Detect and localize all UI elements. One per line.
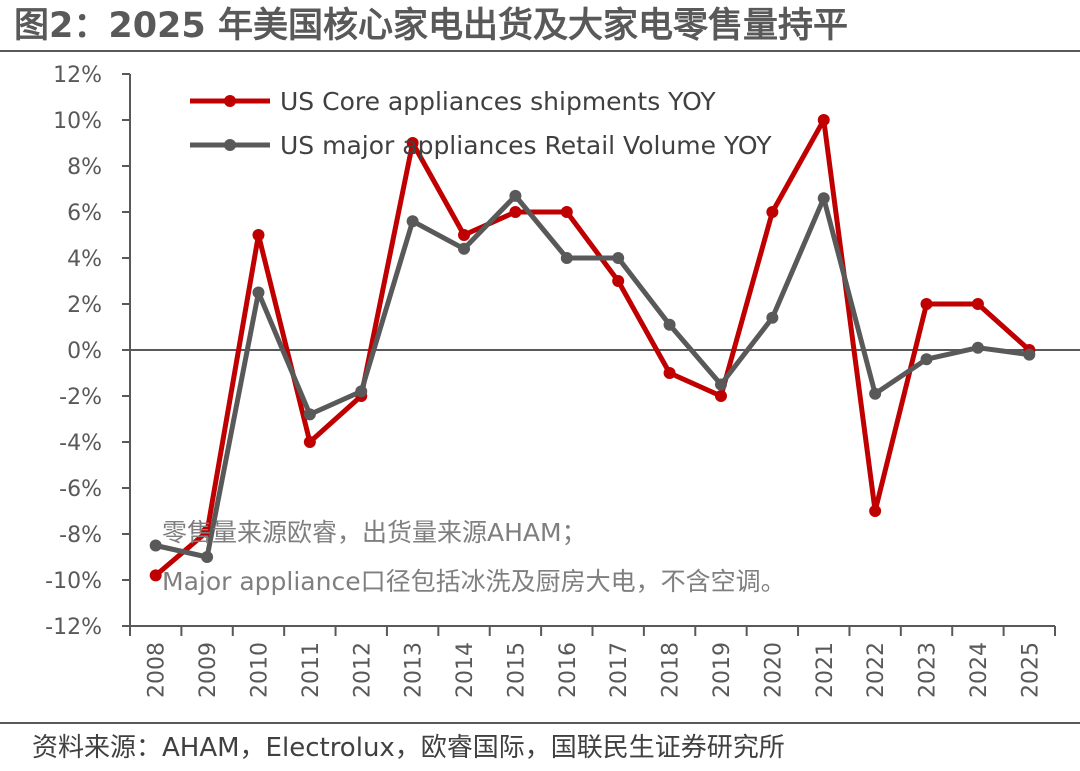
- y-tick-label: -6%: [59, 477, 102, 502]
- x-tick-label: 2019: [710, 642, 735, 698]
- x-tick-label: 2023: [916, 642, 941, 698]
- series: [149, 114, 1036, 582]
- data-point: [1023, 348, 1036, 361]
- data-point: [612, 275, 625, 287]
- data-point: [714, 390, 727, 402]
- data-point: [560, 206, 573, 218]
- data-point: [201, 551, 214, 563]
- x-tick-label: 2008: [145, 642, 170, 698]
- series-line-1: [155, 193, 1030, 560]
- data-point: [971, 341, 984, 354]
- y-axis: -12% -10% -8% -6% -4% -2% 0% 2% 4% 6% 8% 10% 12%: [45, 63, 131, 640]
- y-tick-label: -10%: [45, 569, 102, 594]
- legend-label: US major appliances Retail Volume YOY: [280, 131, 772, 160]
- data-point: [355, 385, 368, 398]
- data-point: [406, 137, 419, 149]
- data-point: [252, 286, 265, 299]
- legend-swatch-marker: [224, 139, 236, 151]
- series-line-0: [154, 117, 1031, 578]
- data-point: [303, 408, 316, 421]
- y-tick-label: -2%: [59, 385, 102, 410]
- data-point: [869, 387, 882, 400]
- source-note: 资料来源：AHAM，Electrolux，欧睿国际，国联民生证券研究所: [32, 733, 785, 763]
- data-point: [509, 189, 522, 202]
- data-point: [612, 252, 625, 264]
- y-tick-label: -4%: [59, 431, 102, 456]
- x-tick-label: 2021: [813, 642, 838, 698]
- y-tick-label: 8%: [67, 155, 102, 180]
- data-point: [663, 318, 676, 331]
- data-point: [458, 242, 471, 255]
- title-divider: [0, 50, 1080, 52]
- data-point: [406, 215, 419, 228]
- x-tick-label: 2014: [453, 642, 478, 698]
- y-tick-label: -8%: [59, 523, 102, 548]
- x-tick-label: 2017: [607, 642, 632, 698]
- x-tick-label: 2011: [299, 642, 324, 698]
- y-tick-label: 6%: [67, 201, 102, 226]
- data-point: [252, 229, 265, 241]
- data-point: [714, 378, 727, 391]
- x-tick-label: 2018: [659, 642, 684, 698]
- data-point: [766, 206, 779, 218]
- data-point: [971, 298, 984, 310]
- data-point: [869, 505, 882, 517]
- legend-label: US Core appliances shipments YOY: [280, 87, 716, 116]
- annotation-text: 零售量来源欧睿，出货量来源AHAM；: [162, 518, 587, 547]
- y-tick-label: 4%: [67, 247, 102, 272]
- data-point: [766, 311, 779, 324]
- y-tick-label: 10%: [53, 109, 102, 134]
- y-tick-label: 2%: [67, 293, 102, 318]
- data-point: [817, 192, 830, 205]
- data-point: [920, 353, 933, 366]
- x-tick-label: 2024: [967, 642, 992, 698]
- x-tick-label: 2012: [350, 642, 375, 698]
- footer-divider: [0, 722, 1080, 724]
- legend-swatch-marker: [224, 95, 236, 107]
- data-point: [817, 114, 830, 126]
- annotations: 零售量来源欧睿，出货量来源AHAM； Major appliance口径包括冰洗及…: [162, 518, 786, 596]
- data-point: [303, 436, 316, 448]
- x-tick-label: 2013: [402, 642, 427, 698]
- x-tick-label: 2015: [504, 642, 529, 698]
- y-tick-label: 12%: [53, 63, 102, 88]
- x-tick-label: 2025: [1018, 642, 1043, 698]
- y-tick-label: 0%: [67, 339, 102, 364]
- data-point: [663, 367, 676, 379]
- legend: US Core appliances shipments YOY US major…: [190, 87, 772, 160]
- data-point: [149, 569, 162, 582]
- x-tick-label: 2022: [864, 642, 889, 698]
- data-point: [920, 298, 933, 310]
- figure-title: 图2：2025 年美国核心家电出货及大家电零售量持平: [14, 6, 848, 46]
- data-point: [509, 206, 522, 218]
- x-tick-label: 2010: [247, 642, 272, 698]
- data-point: [560, 252, 573, 264]
- annotation-text: Major appliance口径包括冰洗及厨房大电，不含空调。: [162, 567, 786, 596]
- data-point: [458, 229, 471, 241]
- y-tick-label: -12%: [45, 615, 102, 640]
- x-tick-label: 2020: [761, 642, 786, 698]
- x-tick-label: 2016: [556, 642, 581, 698]
- x-tick-label: 2009: [196, 642, 221, 698]
- data-point: [149, 539, 162, 552]
